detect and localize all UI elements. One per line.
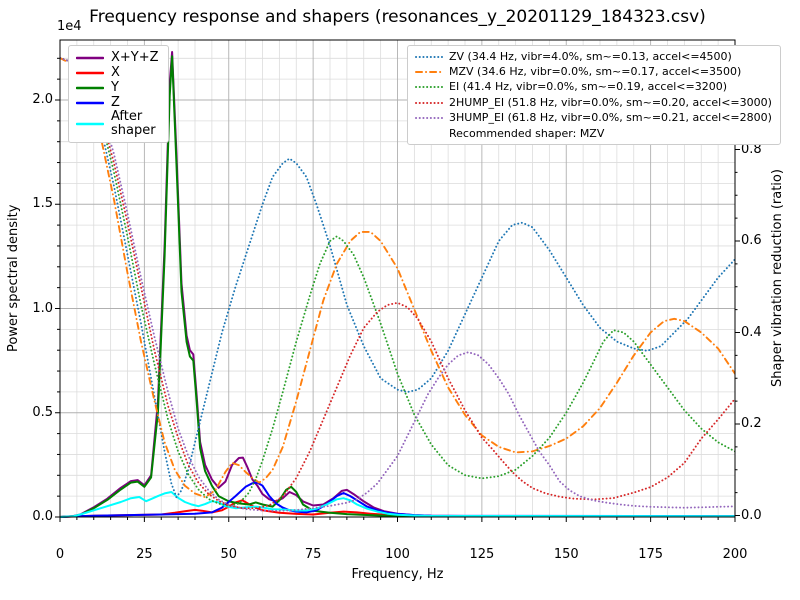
x-tick-label: 125 [469,547,495,562]
legend-line-sample [415,101,443,104]
legend-item-x: X [76,65,159,80]
legend-label: Recommended shaper: MZV [449,126,605,140]
legend-label: After shaper [111,109,156,138]
legend-label: ZV (34.4 Hz, vibr=4.0%, sm~=0.13, accel<… [449,49,732,63]
x-tick-label: 25 [136,547,153,562]
legend-line-sample [415,117,443,120]
legend-line-sample [76,71,104,74]
x-tick-label: 75 [304,547,322,562]
legend-item-z: Z [76,95,159,110]
y-left-tick-label: 0.0 [32,509,53,524]
y-right-tick-label: 0.6 [741,233,762,248]
legend-spacer [415,133,443,134]
x-tick-label: 100 [385,547,410,562]
y-left-tick-label: 1.5 [32,196,53,212]
legend-item-zv: ZV (34.4 Hz, vibr=4.0%, sm~=0.13, accel<… [415,49,772,64]
legend-item-3hump_ei: 3HUMP_EI (61.8 Hz, vibr=0.0%, sm~=0.21, … [415,111,772,126]
legend-item-after_shaper: After shaper [76,110,159,138]
legend-line-sample [76,86,104,89]
legend-item-recommended-shaper: Recommended shaper: MZV [415,126,772,141]
legend-label: 2HUMP_EI (51.8 Hz, vibr=0.0%, sm~=0.20, … [449,95,772,109]
legend-item-xyz: X+Y+Z [76,50,159,65]
x-tick-label: 200 [722,547,748,562]
legend-label: Z [111,94,120,110]
legend-line-sample [415,86,443,89]
y-left-axis-label: Power spectral density [6,204,21,353]
y-left-tick-label: 0.5 [32,404,53,420]
legend-label: X+Y+Z [111,49,159,65]
curve-ei [60,57,735,507]
x-tick-label: 0 [55,547,65,562]
legend-line-sample [76,101,104,104]
legend-item-2hump_ei: 2HUMP_EI (51.8 Hz, vibr=0.0%, sm~=0.20, … [415,95,772,110]
y-right-tick-label: 0.4 [741,324,762,340]
legend-label: 3HUMP_EI (61.8 Hz, vibr=0.0%, sm~=0.21, … [449,111,772,125]
y-left-tick-label: 1.0 [32,300,53,316]
legend-label: Y [111,79,119,95]
legend-item-y: Y [76,80,159,95]
y-left-tick-label: 2.0 [32,92,53,107]
y-right-tick-label: 0.8 [741,141,762,157]
legend-line-sample [76,122,104,126]
x-tick-label: 50 [220,547,238,562]
legend-line-sample [415,71,443,74]
curve-after_shaper [60,491,735,518]
x-tick-label: 175 [638,547,664,562]
legend-item-ei: EI (41.4 Hz, vibr=0.0%, sm~=0.19, accel<… [415,80,772,95]
curve-mzv [60,57,735,499]
legend-label: X [111,64,120,80]
legend-line-sample [415,55,443,58]
legend-item-mzv: MZV (34.6 Hz, vibr=0.0%, sm~=0.17, accel… [415,64,772,79]
curve-xyz [60,51,735,518]
legend-psd: X+Y+Z X Y Z After shaper [68,45,169,143]
chart-title: Frequency response and shapers (resonanc… [89,7,706,27]
legend-label: EI (41.4 Hz, vibr=0.0%, sm~=0.19, accel<… [449,80,727,94]
x-axis-label: Frequency, Hz [351,567,444,582]
legend-shapers: ZV (34.4 Hz, vibr=4.0%, sm~=0.13, accel<… [407,45,781,146]
legend-label: MZV (34.6 Hz, vibr=0.0%, sm~=0.17, accel… [449,65,742,79]
y-right-tick-label: 0.0 [741,507,762,523]
legend-line-sample [76,56,104,59]
y-axis-offset-label: 1e4 [57,19,82,34]
curve-zv [60,57,735,499]
tick-marks [55,57,740,522]
y-right-tick-label: 0.2 [741,416,762,431]
x-tick-label: 150 [553,547,579,562]
